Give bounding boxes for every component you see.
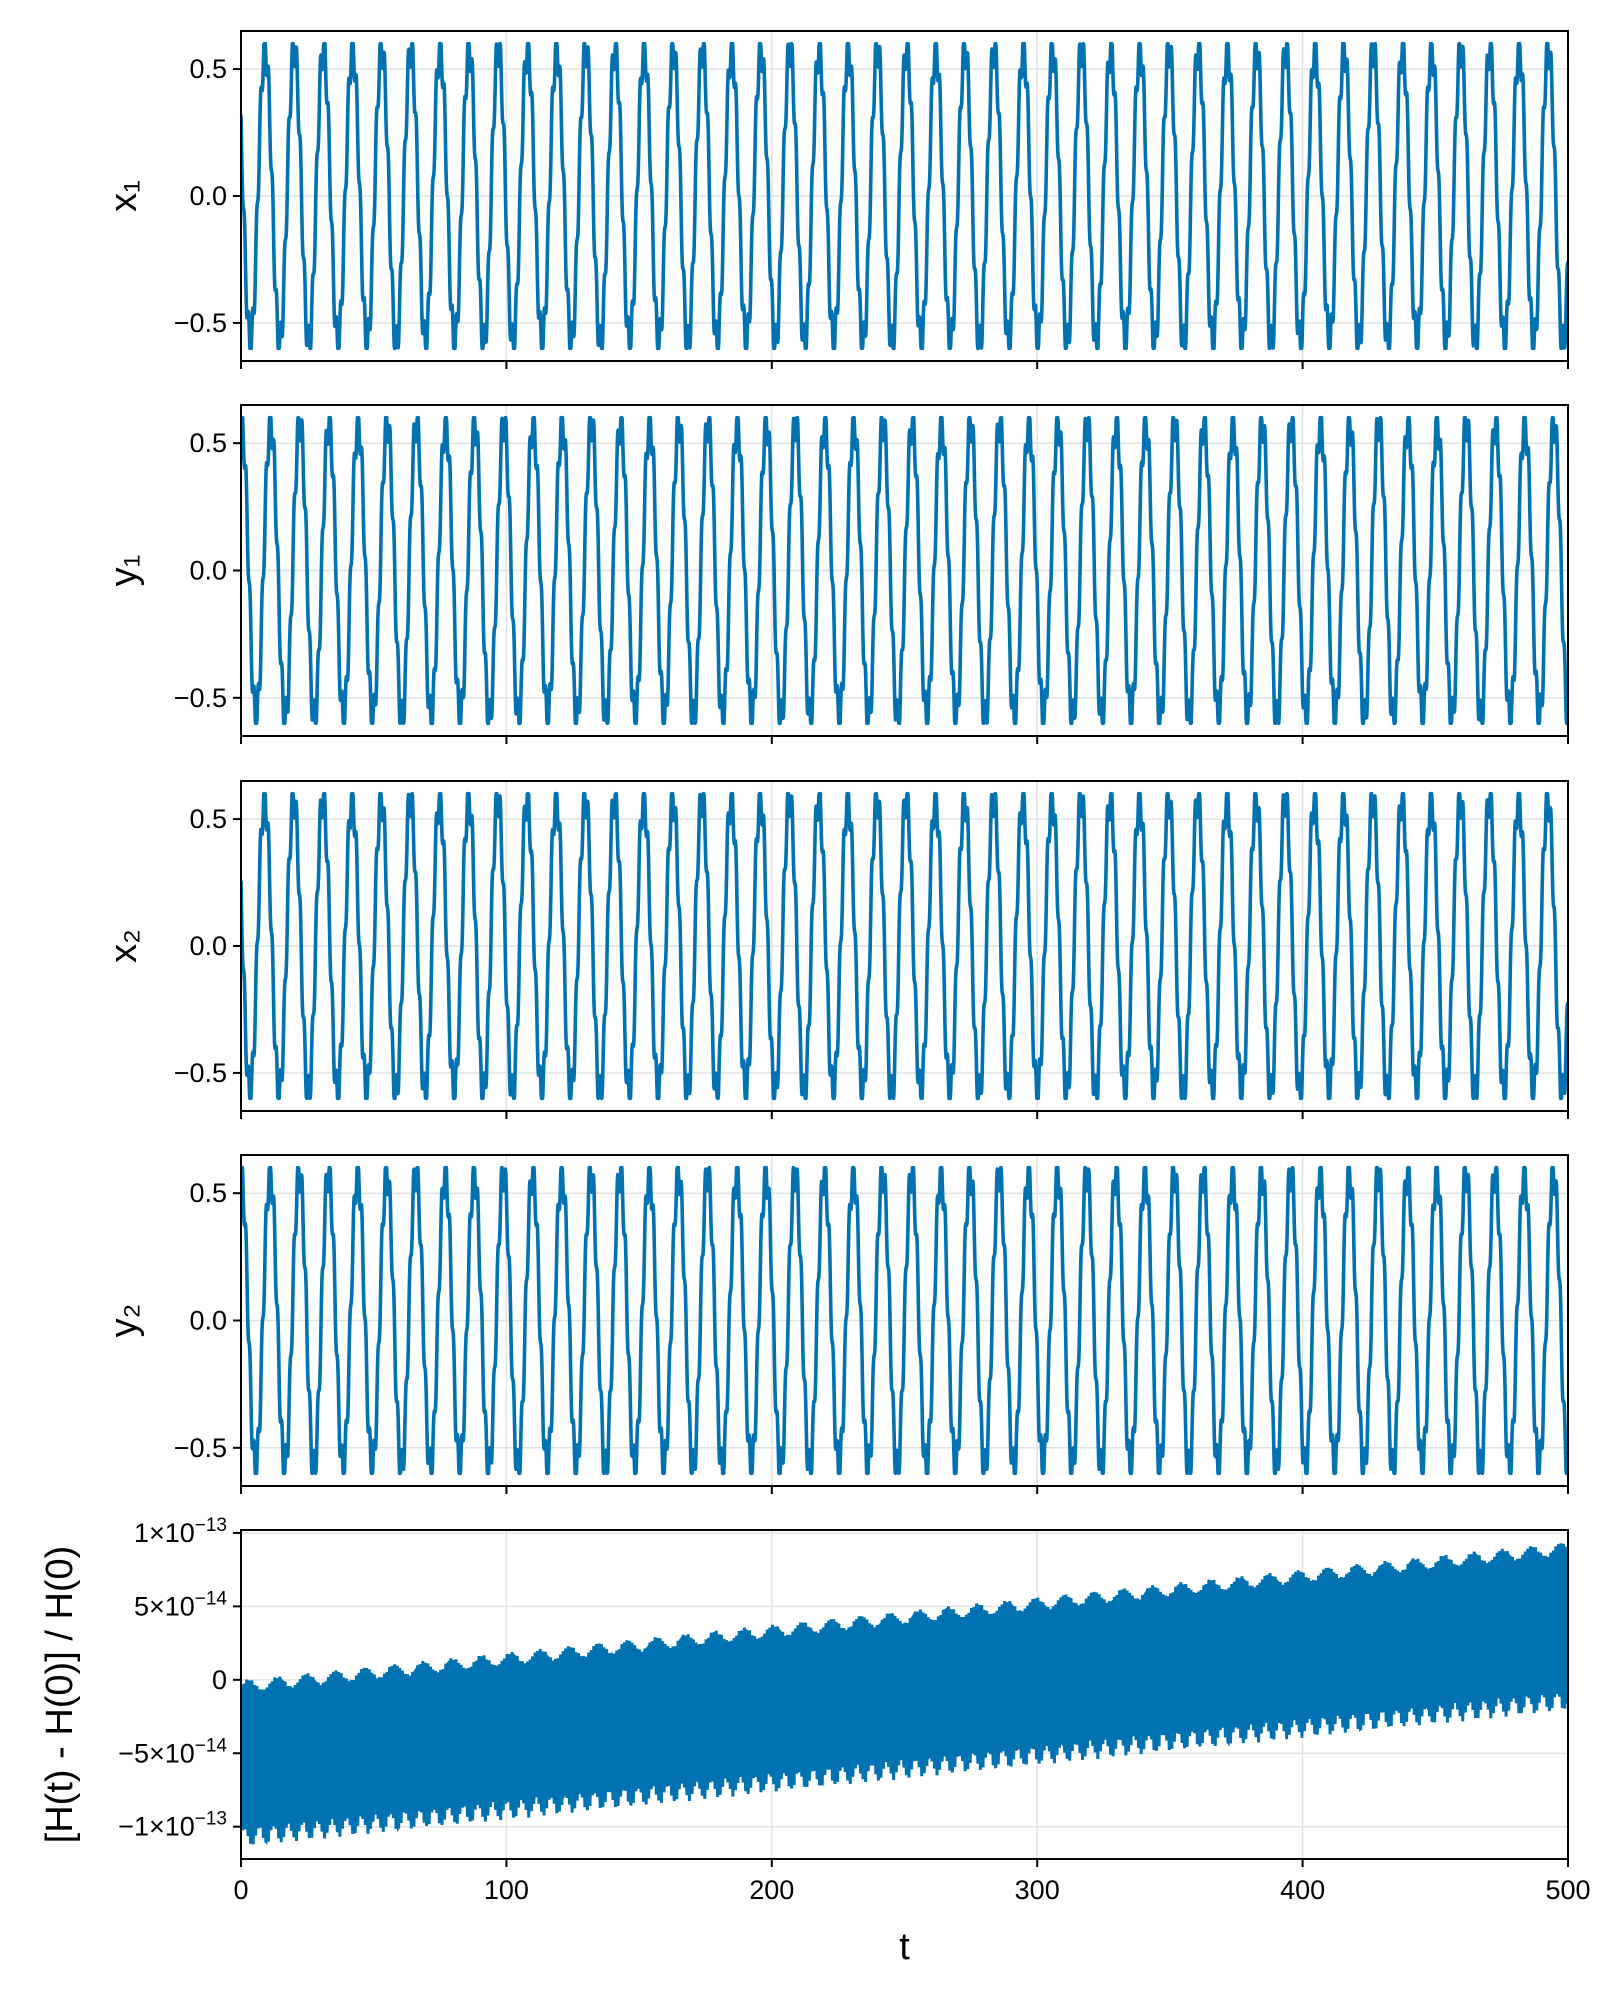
x-tick-label: 500 <box>1545 1875 1590 1905</box>
y-axis-label: x₁ <box>103 180 145 212</box>
y-tick-label: 0.5 <box>189 428 227 458</box>
panel-1: −0.5 0.0 0.5 x₁ <box>103 30 1569 369</box>
y-tick-label: 0.5 <box>189 804 227 834</box>
y-tick-label: 0 <box>212 1665 227 1695</box>
y-tick-label: 0.0 <box>189 181 227 211</box>
series-line <box>241 415 1568 726</box>
x-tick-label: 0 <box>233 1875 248 1905</box>
y-axis-label: x₂ <box>103 929 145 963</box>
y-axis-label: [H(t) - H(0)] / H(0) <box>39 1546 81 1844</box>
x-tick-label: 300 <box>1015 1875 1060 1905</box>
x-tick-label: 100 <box>484 1875 529 1905</box>
y-tick-label: 0.5 <box>189 1178 227 1208</box>
panel-3: −0.5 0.0 0.5 x₂ <box>103 780 1569 1119</box>
y-tick-label: 0.5 <box>189 54 227 84</box>
plot-frame <box>240 1529 1569 1860</box>
y-tick-label: −0.5 <box>174 1433 227 1463</box>
energy-error-band <box>241 1543 1568 1845</box>
y-tick-label: 0.0 <box>189 556 227 586</box>
y-tick-label: 5×10−14 <box>134 1588 227 1621</box>
series-line <box>241 1165 1568 1476</box>
x-tick-label: 200 <box>749 1875 794 1905</box>
y-tick-label: −0.5 <box>174 308 227 338</box>
x-axis-label: t <box>899 1926 910 1968</box>
x-tick-label: 400 <box>1280 1875 1325 1905</box>
y-axis-label: y₁ <box>103 555 145 587</box>
y-tick-label: −0.5 <box>174 1058 227 1088</box>
y-tick-label: −1×10−13 <box>118 1809 227 1842</box>
y-tick-label: 0.0 <box>189 1306 227 1336</box>
series-line <box>241 41 1568 351</box>
y-tick-label: −5×10−14 <box>118 1735 227 1768</box>
y-tick-label: 1×10−13 <box>134 1515 227 1548</box>
y-tick-label: −0.5 <box>174 683 227 713</box>
panel-2: −0.5 0.0 0.5 y₁ <box>103 404 1569 744</box>
series-line <box>241 791 1568 1101</box>
panel-4: −0.5 0.0 0.5 y₂ <box>103 1154 1569 1494</box>
y-axis-label: y₂ <box>103 1304 145 1338</box>
y-tick-label: 0.0 <box>189 931 227 961</box>
panel-5: −1×10−13 −5×10−14 0 5×10−14 1×10−13 [H(t) - H… <box>39 1515 1591 1968</box>
